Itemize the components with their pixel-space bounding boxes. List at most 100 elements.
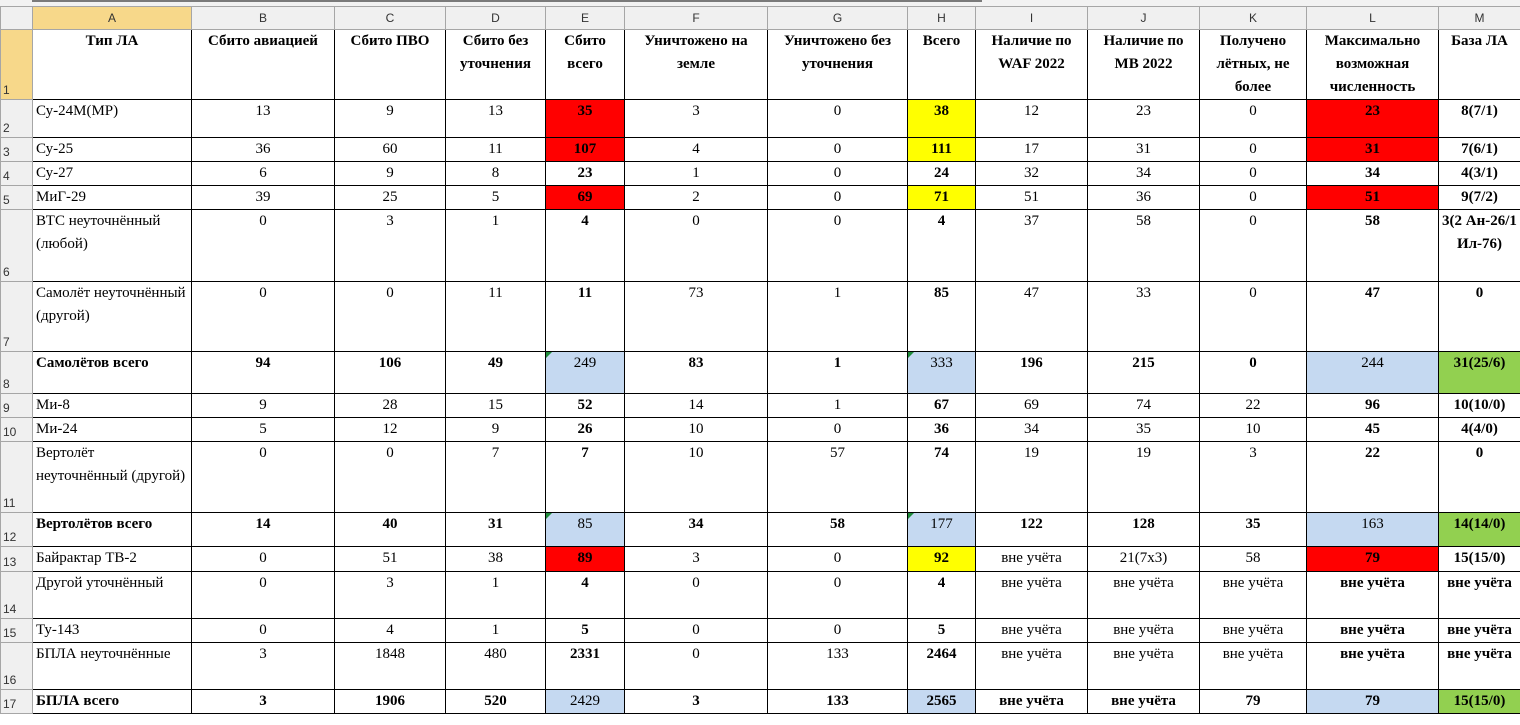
cell[interactable]: Байрактар ТВ-2 — [32, 546, 192, 572]
cell[interactable]: вне учёта — [975, 642, 1088, 690]
cell[interactable]: 3(2 Ан-26/1 Ил-76) — [1438, 209, 1520, 282]
cell[interactable]: 0 — [191, 546, 335, 572]
cell[interactable]: Уничтожено на земле — [624, 29, 768, 100]
cell[interactable]: вне учёта — [975, 571, 1088, 619]
cell[interactable]: 0 — [767, 571, 908, 619]
cell[interactable]: 33 — [1087, 281, 1200, 352]
column-header[interactable]: C — [334, 6, 446, 30]
row-header[interactable]: 7 — [0, 281, 33, 352]
cell[interactable]: Уничтожено без уточнения — [767, 29, 908, 100]
cell[interactable]: 12 — [334, 417, 446, 442]
column-header[interactable]: A — [32, 6, 192, 30]
cell[interactable]: 0 — [1199, 161, 1307, 186]
cell[interactable]: 0 — [334, 441, 446, 513]
cell[interactable]: 13 — [191, 99, 335, 138]
cell[interactable]: 96 — [1306, 393, 1439, 418]
cell[interactable]: 74 — [907, 441, 976, 513]
cell[interactable]: 47 — [1306, 281, 1439, 352]
cell[interactable]: 32 — [975, 161, 1088, 186]
cell[interactable]: 480 — [445, 642, 546, 690]
cell[interactable]: 0 — [624, 618, 768, 643]
cell[interactable]: 85 — [907, 281, 976, 352]
column-header[interactable]: L — [1306, 6, 1439, 30]
cell[interactable]: 23 — [545, 161, 625, 186]
cell[interactable]: 23 — [1087, 99, 1200, 138]
cell[interactable]: 7(6/1) — [1438, 137, 1520, 162]
cell[interactable]: 10 — [1199, 417, 1307, 442]
row-header[interactable]: 13 — [0, 546, 33, 572]
cell[interactable]: вне учёта — [1087, 642, 1200, 690]
cell[interactable]: 0 — [1438, 441, 1520, 513]
column-header[interactable]: E — [545, 6, 625, 30]
cell[interactable]: вне учёта — [1438, 571, 1520, 619]
cell[interactable]: База ЛА — [1438, 29, 1520, 100]
cell[interactable]: 22 — [1199, 393, 1307, 418]
cell[interactable]: вне учёта — [1199, 571, 1307, 619]
cell[interactable]: 10 — [624, 441, 768, 513]
cell[interactable]: Су-25 — [32, 137, 192, 162]
cell[interactable]: 58 — [1306, 209, 1439, 282]
cell[interactable]: 92 — [907, 546, 976, 572]
cell[interactable]: 69 — [975, 393, 1088, 418]
cell[interactable]: 196 — [975, 351, 1088, 394]
cell[interactable]: 1 — [767, 281, 908, 352]
cell[interactable]: 0 — [1199, 351, 1307, 394]
cell[interactable]: 39 — [191, 185, 335, 210]
cell[interactable]: 0 — [624, 642, 768, 690]
cell[interactable]: 163 — [1306, 512, 1439, 547]
row-header[interactable]: 15 — [0, 618, 33, 643]
cell[interactable]: 71 — [907, 185, 976, 210]
cell[interactable]: 31(25/6) — [1438, 351, 1520, 394]
cell[interactable]: вне учёта — [1087, 571, 1200, 619]
cell[interactable]: 7 — [445, 441, 546, 513]
cell[interactable]: 49 — [445, 351, 546, 394]
cell[interactable]: 60 — [334, 137, 446, 162]
cell[interactable]: 37 — [975, 209, 1088, 282]
cell[interactable]: вне учёта — [1438, 618, 1520, 643]
row-header[interactable]: 6 — [0, 209, 33, 282]
cell[interactable]: 9 — [191, 393, 335, 418]
cell[interactable]: МиГ-29 — [32, 185, 192, 210]
cell[interactable]: Вертолётов всего — [32, 512, 192, 547]
cell[interactable]: 2464 — [907, 642, 976, 690]
cell[interactable]: 244 — [1306, 351, 1439, 394]
cell[interactable]: 215 — [1087, 351, 1200, 394]
cell[interactable]: 4(3/1) — [1438, 161, 1520, 186]
cell[interactable]: вне учёта — [1087, 618, 1200, 643]
cell[interactable]: 3 — [191, 642, 335, 690]
cell[interactable]: 1 — [767, 351, 908, 394]
cell[interactable]: 0 — [1199, 99, 1307, 138]
row-header[interactable]: 5 — [0, 185, 33, 210]
cell[interactable]: Сбито без уточнения — [445, 29, 546, 100]
cell[interactable]: вне учёта — [1199, 618, 1307, 643]
cell[interactable]: 79 — [1306, 689, 1439, 714]
cell[interactable]: 24 — [907, 161, 976, 186]
cell[interactable]: 15 — [445, 393, 546, 418]
cell[interactable]: 15(15/0) — [1438, 689, 1520, 714]
cell[interactable]: 0 — [334, 281, 446, 352]
cell[interactable]: 5 — [191, 417, 335, 442]
row-header[interactable]: 2 — [0, 99, 33, 138]
column-header[interactable]: D — [445, 6, 546, 30]
cell[interactable]: 14(14/0) — [1438, 512, 1520, 547]
cell[interactable]: 34 — [975, 417, 1088, 442]
cell[interactable]: Получено лётных, не более — [1199, 29, 1307, 100]
cell[interactable]: Самолёт неуточнённый (другой) — [32, 281, 192, 352]
row-header[interactable]: 14 — [0, 571, 33, 619]
row-header[interactable]: 8 — [0, 351, 33, 394]
cell[interactable]: 4 — [545, 571, 625, 619]
column-header[interactable]: K — [1199, 6, 1307, 30]
cell[interactable]: 0 — [767, 185, 908, 210]
cell[interactable]: 3 — [624, 689, 768, 714]
cell[interactable]: 34 — [1306, 161, 1439, 186]
cell[interactable]: 5 — [545, 618, 625, 643]
row-header[interactable]: 11 — [0, 441, 33, 513]
cell[interactable]: 11 — [545, 281, 625, 352]
cell[interactable]: 0 — [191, 209, 335, 282]
cell[interactable]: 11 — [445, 137, 546, 162]
cell[interactable]: 133 — [767, 642, 908, 690]
cell[interactable]: 51 — [1306, 185, 1439, 210]
cell[interactable]: Вертолёт неуточнённый (другой) — [32, 441, 192, 513]
column-header[interactable]: G — [767, 6, 908, 30]
cell[interactable]: вне учёта — [1438, 642, 1520, 690]
